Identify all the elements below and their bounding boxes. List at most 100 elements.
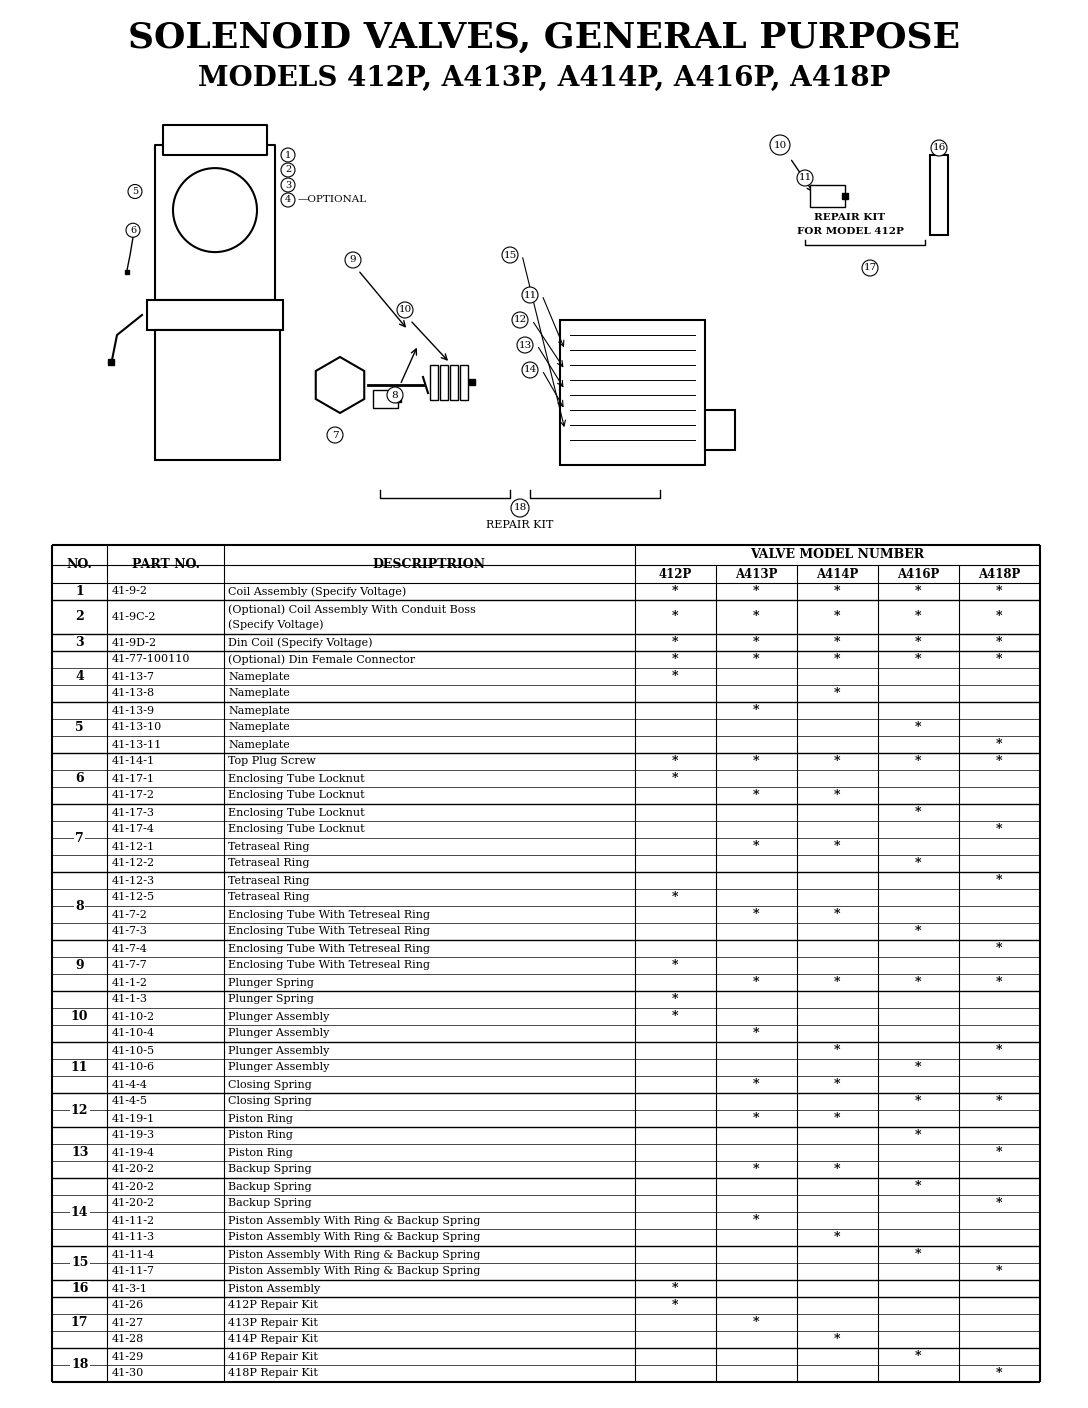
Text: 41-13-10: 41-13-10: [111, 722, 162, 732]
Text: *: *: [997, 755, 1003, 767]
Text: FOR MODEL 412P: FOR MODEL 412P: [796, 228, 903, 237]
Text: 10: 10: [398, 306, 411, 314]
Text: *: *: [753, 755, 759, 767]
Text: (Optional) Coil Assembly With Conduit Boss: (Optional) Coil Assembly With Conduit Bo…: [228, 604, 475, 615]
Text: Nameplate: Nameplate: [228, 705, 289, 715]
Text: 17: 17: [864, 263, 877, 273]
Bar: [930, 155, 948, 235]
Text: 1: 1: [285, 151, 292, 159]
Text: 9: 9: [75, 959, 84, 972]
Text: *: *: [997, 636, 1003, 649]
Text: *: *: [915, 755, 922, 767]
Circle shape: [517, 337, 533, 353]
Text: Enclosing Tube Locknut: Enclosing Tube Locknut: [228, 808, 364, 818]
Text: 41-11-2: 41-11-2: [111, 1215, 154, 1225]
Circle shape: [327, 427, 343, 444]
Text: SOLENOID VALVES, GENERAL PURPOSE: SOLENOID VALVES, GENERAL PURPOSE: [128, 21, 960, 55]
Text: *: *: [753, 1112, 759, 1125]
Text: 41-12-5: 41-12-5: [111, 893, 154, 903]
Text: 41-4-5: 41-4-5: [111, 1097, 147, 1107]
Bar: [154, 329, 280, 460]
Text: *: *: [915, 925, 922, 938]
Text: *: *: [997, 584, 1003, 598]
Text: Piston Ring: Piston Ring: [228, 1114, 293, 1124]
Bar: [450, 365, 458, 400]
Text: DESCRIPTRION: DESCRIPTRION: [373, 558, 486, 570]
Text: *: *: [671, 611, 678, 624]
Circle shape: [502, 246, 518, 263]
Circle shape: [931, 139, 947, 156]
Text: *: *: [753, 611, 759, 624]
Text: Piston Assembly With Ring & Backup Spring: Piston Assembly With Ring & Backup Sprin…: [228, 1232, 481, 1242]
Text: 41-20-2: 41-20-2: [111, 1198, 154, 1208]
Text: *: *: [997, 976, 1003, 988]
Text: Enclosing Tube With Tetreseal Ring: Enclosing Tube With Tetreseal Ring: [228, 926, 430, 936]
Circle shape: [128, 184, 143, 199]
Text: Tetraseal Ring: Tetraseal Ring: [228, 842, 310, 852]
Text: 414P Repair Kit: 414P Repair Kit: [228, 1335, 318, 1345]
Text: A413P: A413P: [735, 567, 777, 580]
Text: 4: 4: [75, 670, 84, 683]
Text: Piston Assembly With Ring & Backup Spring: Piston Assembly With Ring & Backup Sprin…: [228, 1215, 481, 1225]
Text: A416P: A416P: [898, 567, 939, 580]
Text: Piston Assembly With Ring & Backup Spring: Piston Assembly With Ring & Backup Sprin…: [228, 1267, 481, 1277]
Circle shape: [770, 135, 790, 155]
Text: NO.: NO.: [66, 558, 92, 570]
Text: *: *: [997, 653, 1003, 666]
Text: Din Coil (Specify Voltage): Din Coil (Specify Voltage): [228, 638, 372, 648]
Text: 41-19-3: 41-19-3: [111, 1131, 154, 1140]
Bar: [560, 320, 705, 465]
Text: 14: 14: [71, 1205, 88, 1218]
Text: *: *: [753, 1026, 759, 1041]
Text: *: *: [671, 772, 678, 786]
Text: *: *: [915, 636, 922, 649]
Text: A418P: A418P: [978, 567, 1021, 580]
Text: 41-77-100110: 41-77-100110: [111, 655, 190, 665]
Text: *: *: [671, 1283, 678, 1295]
Text: Plunger Assembly: Plunger Assembly: [228, 1063, 330, 1073]
Circle shape: [397, 301, 413, 318]
Text: 41-26: 41-26: [111, 1301, 144, 1311]
Text: Coil Assembly (Specify Voltage): Coil Assembly (Specify Voltage): [228, 586, 406, 597]
Text: 41-13-9: 41-13-9: [111, 705, 154, 715]
Text: *: *: [753, 788, 759, 803]
Text: *: *: [671, 1010, 678, 1024]
Text: Piston Assembly: Piston Assembly: [228, 1284, 320, 1294]
Text: 41-13-7: 41-13-7: [111, 672, 154, 681]
Text: *: *: [915, 584, 922, 598]
Text: 41-4-4: 41-4-4: [111, 1080, 147, 1090]
Text: 412P: 412P: [658, 567, 692, 580]
Text: Closing Spring: Closing Spring: [228, 1080, 312, 1090]
Text: Plunger Assembly: Plunger Assembly: [228, 1011, 330, 1021]
Text: Plunger Assembly: Plunger Assembly: [228, 1028, 330, 1039]
Text: 41-17-4: 41-17-4: [111, 825, 154, 835]
Text: *: *: [997, 1095, 1003, 1108]
Text: *: *: [753, 653, 759, 666]
Text: Tetraseal Ring: Tetraseal Ring: [228, 859, 310, 869]
Text: 3: 3: [75, 636, 84, 649]
Text: 15: 15: [504, 251, 517, 259]
Circle shape: [511, 498, 529, 517]
Text: *: *: [834, 1112, 841, 1125]
Text: *: *: [753, 704, 759, 717]
Text: 41-1-3: 41-1-3: [111, 994, 147, 1004]
Text: *: *: [834, 1333, 841, 1346]
Circle shape: [173, 168, 257, 252]
Text: 41-28: 41-28: [111, 1335, 144, 1345]
Text: 41-1-2: 41-1-2: [111, 977, 147, 987]
Text: *: *: [834, 687, 841, 700]
Text: 7: 7: [75, 832, 84, 845]
Text: *: *: [915, 653, 922, 666]
Text: 10: 10: [71, 1010, 88, 1024]
Text: *: *: [834, 1079, 841, 1091]
Text: Nameplate: Nameplate: [228, 722, 289, 732]
Circle shape: [126, 224, 140, 238]
Text: *: *: [915, 1129, 922, 1142]
Text: —OPTIONAL: —OPTIONAL: [298, 196, 367, 204]
Text: 14: 14: [523, 366, 536, 375]
Text: 5: 5: [132, 187, 138, 196]
Text: *: *: [671, 1300, 678, 1312]
Text: Tetraseal Ring: Tetraseal Ring: [228, 893, 310, 903]
Circle shape: [281, 163, 295, 177]
Text: *: *: [915, 976, 922, 988]
